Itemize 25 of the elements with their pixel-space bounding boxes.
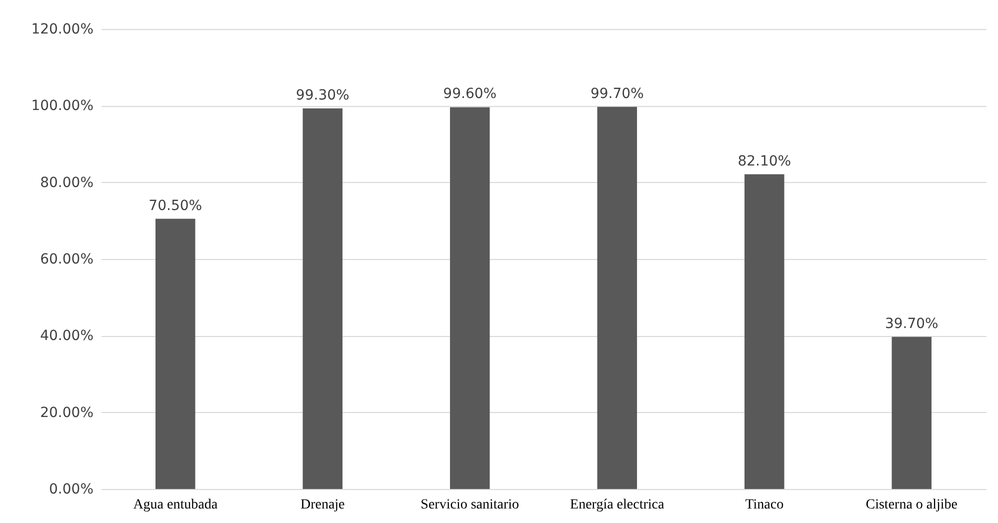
data-label: 99.60% (443, 86, 497, 102)
y-tick-label: 80.00% (40, 174, 94, 191)
x-tick-label: Servicio sanitario (420, 498, 520, 512)
bar (302, 108, 342, 489)
y-tick-label: 100.00% (31, 98, 94, 114)
bar (892, 336, 932, 489)
y-tick-label: 60.00% (40, 252, 94, 268)
data-label: 82.10% (738, 153, 792, 170)
data-label: 39.70% (884, 316, 938, 332)
y-tick-label: 0.00% (49, 482, 94, 498)
bar (744, 174, 784, 489)
data-label: 99.70% (590, 86, 644, 102)
x-tick-label: Cisterna o aljibe (866, 498, 958, 512)
y-tick-label: 20.00% (40, 404, 94, 421)
y-tick-label: 40.00% (40, 328, 94, 344)
data-label: 99.30% (296, 87, 350, 104)
data-label: 70.50% (148, 198, 202, 214)
x-tick-label: Energía electrica (570, 498, 665, 512)
bar (450, 107, 490, 489)
bar (155, 218, 196, 489)
x-tick-label: Tinaco (745, 498, 784, 512)
bar (597, 106, 638, 489)
x-tick-label: Agua entubada (133, 498, 218, 512)
x-tick-label: Drenaje (300, 498, 345, 512)
y-tick-label: 120.00% (31, 22, 94, 38)
